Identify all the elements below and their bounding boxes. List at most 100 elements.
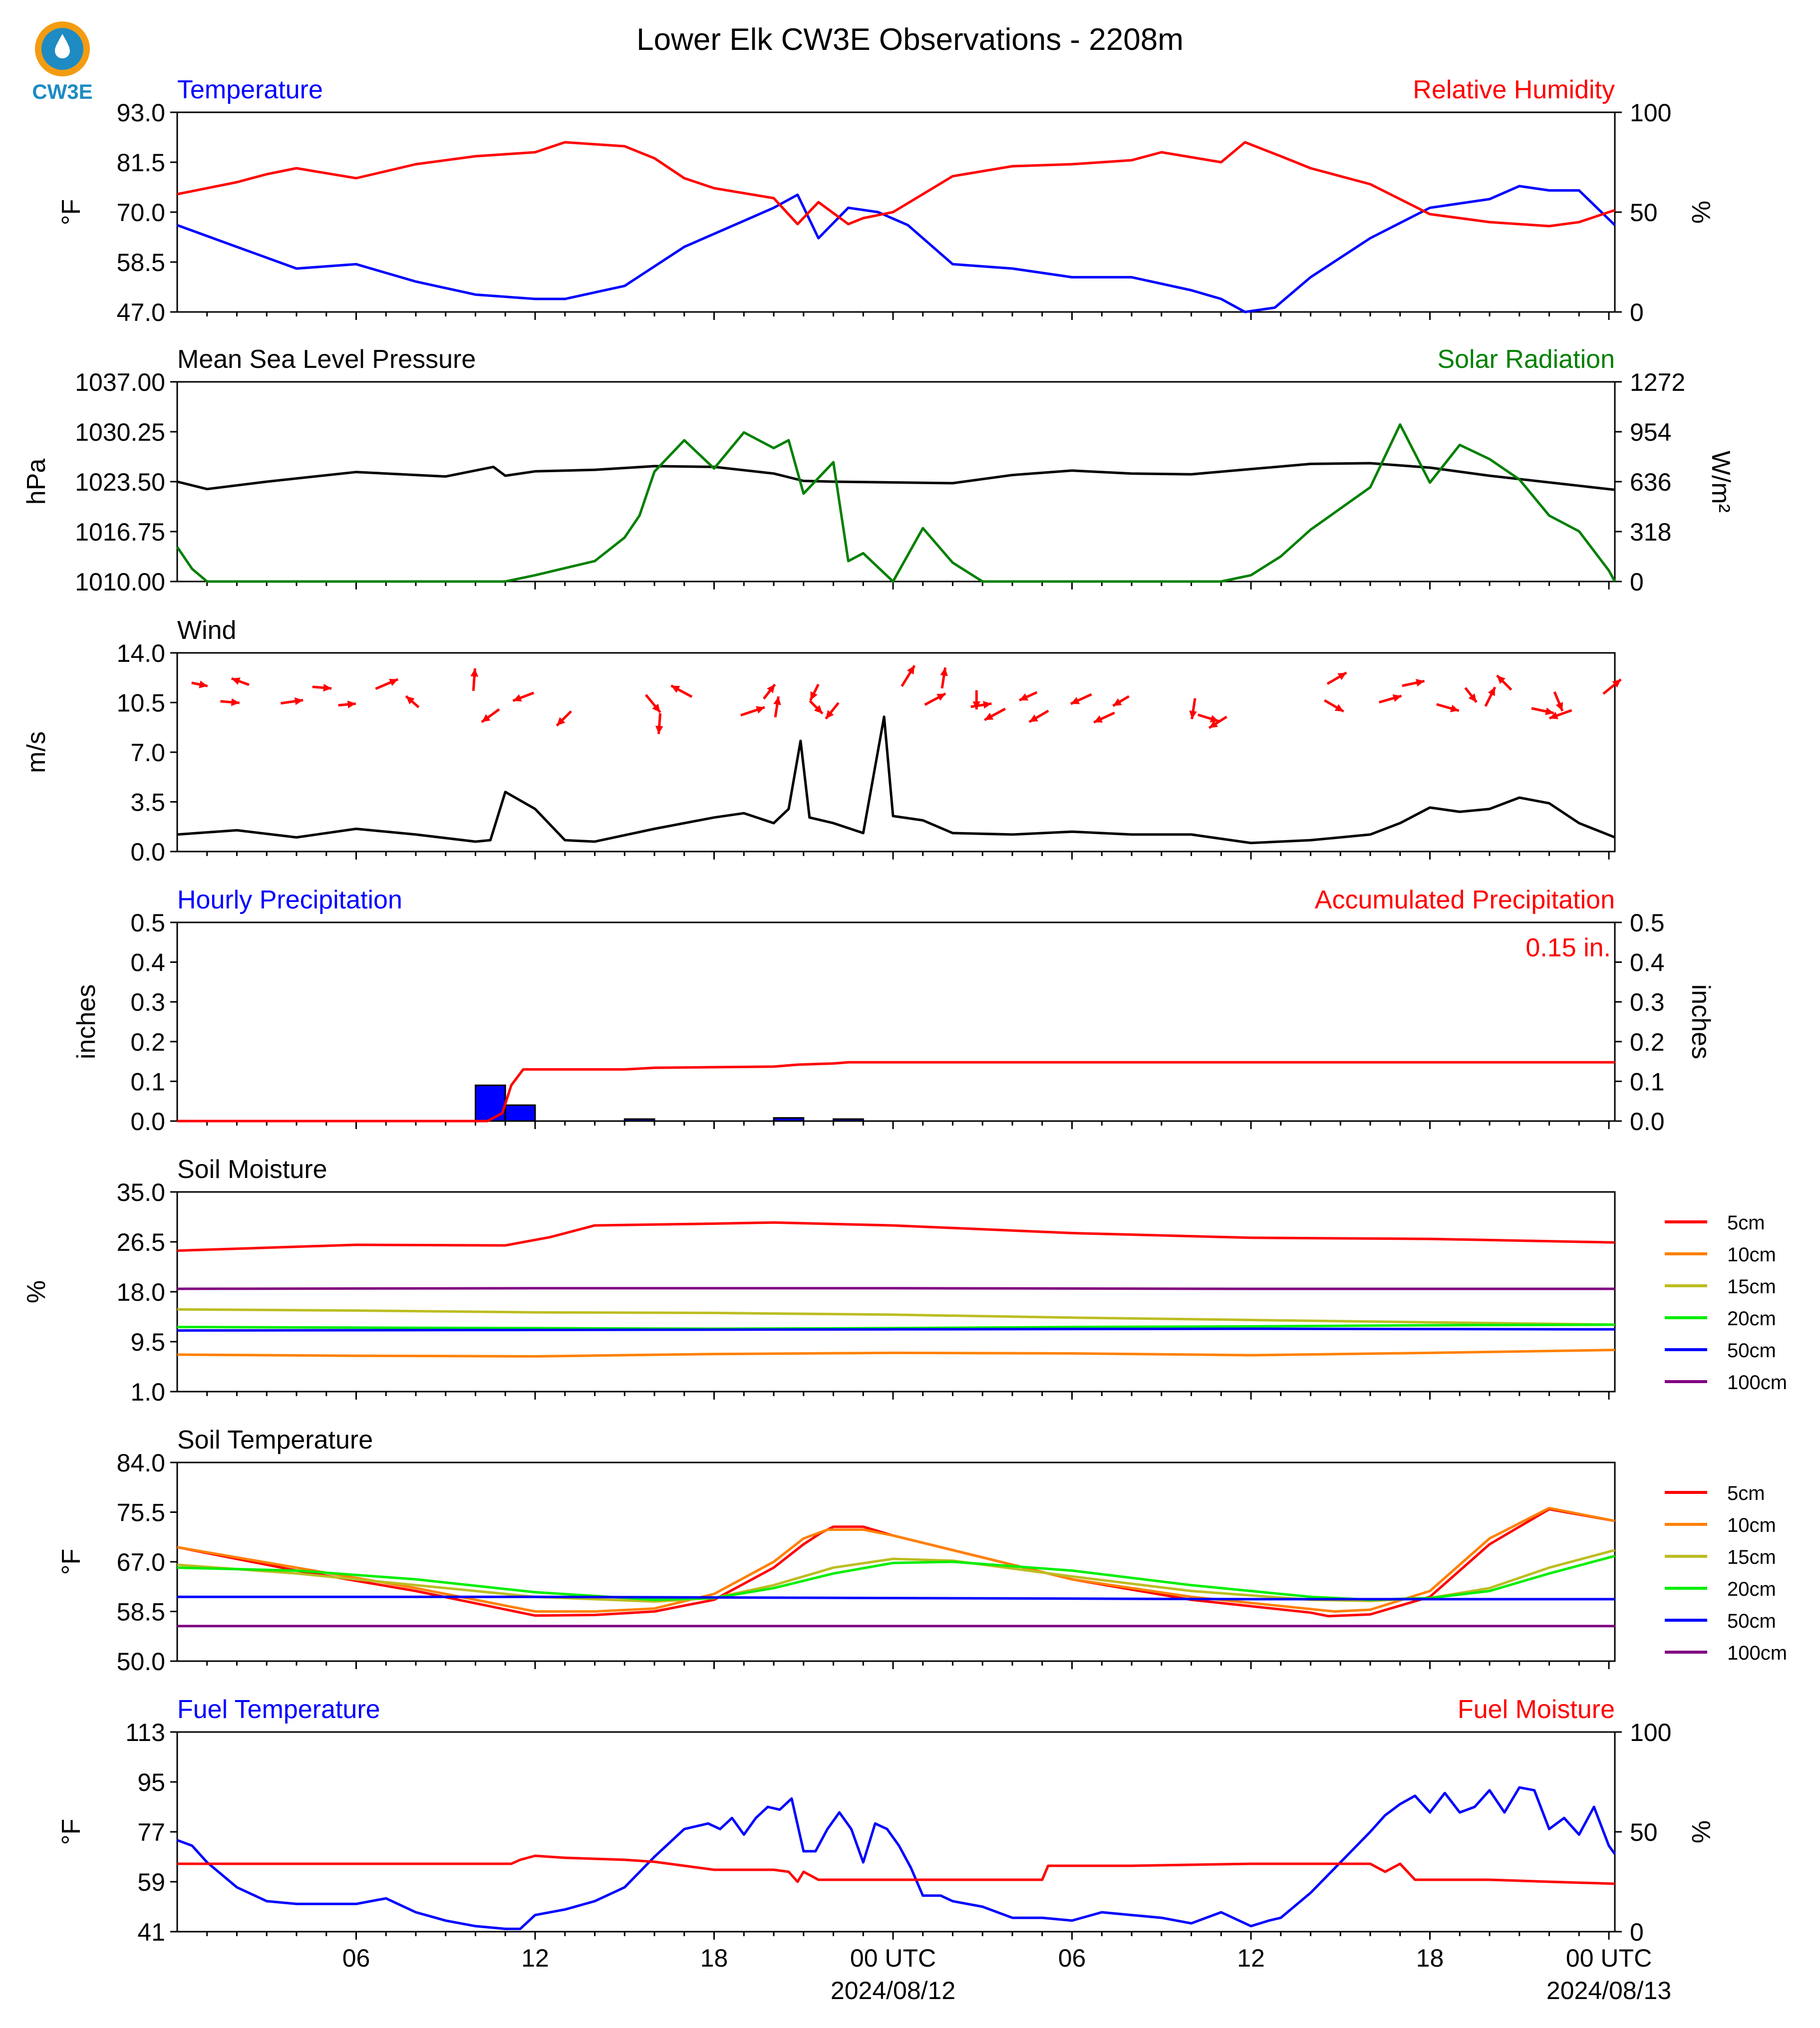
legend-label-20cm: 20cm (1727, 1308, 1776, 1330)
y-tick-label: 0.0 (130, 1108, 165, 1136)
x-tick-label: 12 (1237, 1944, 1265, 1972)
y-tick-label: 93.0 (117, 99, 165, 127)
panel-left-title: Wind (177, 616, 236, 645)
panel-7: Fuel Temperature Fuel Moisture 41 59 77 95 113… (57, 1695, 1715, 1946)
y-tick-label: 1037.00 (75, 368, 165, 396)
wind-arrow-head-30 (1071, 697, 1080, 704)
series-line-20cm (177, 1554, 1615, 1601)
wind-arrow-head-17 (767, 684, 775, 693)
y2-tick-label: 50 (1630, 199, 1658, 227)
y-axis-label: °F (57, 199, 86, 226)
wind-arrow-head-21 (826, 710, 834, 719)
y-tick-label: 1023.50 (75, 468, 165, 496)
y2-tick-label: 50 (1630, 1818, 1658, 1846)
y-tick-label: 1030.25 (75, 418, 165, 446)
wind-arrow-head-20 (810, 691, 818, 700)
wind-arrow-head-1 (199, 680, 208, 688)
panel-6: Soil Temperature 50.0 58.5 67.0 75.5 84.0 °F 5c… (57, 1426, 1787, 1676)
legend-label-50cm: 50cm (1727, 1610, 1776, 1632)
y2-axis-label: % (1686, 201, 1715, 224)
x-tick-label: 00 UTC (1566, 1944, 1652, 1972)
series-line-50cm (177, 1327, 1615, 1332)
y-axis-label: hPa (22, 459, 51, 505)
series-line-15cm (177, 1549, 1615, 1603)
legend-label-50cm: 50cm (1727, 1340, 1776, 1362)
y-axis-label: inches (72, 984, 101, 1059)
legend-label-100cm: 100cm (1727, 1642, 1787, 1664)
y-tick-label: 0.3 (130, 988, 165, 1016)
y-tick-label: 81.5 (117, 149, 165, 177)
wind-arrow-head-8 (406, 696, 415, 705)
panel-2: Mean Sea Level Pressure Solar Radiation 10… (22, 345, 1735, 596)
y-tick-label: 0.0 (130, 838, 165, 866)
y-tick-label: 58.5 (117, 249, 165, 277)
y2-tick-label: 0 (1630, 568, 1644, 596)
y2-tick-label: 636 (1630, 468, 1671, 496)
wind-arrow-head-19 (814, 705, 823, 714)
x-date-label: 2024/08/13 (1546, 1977, 1671, 2005)
wind-arrow-head-4 (295, 697, 303, 705)
legend-label-5cm: 5cm (1727, 1212, 1765, 1234)
y2-tick-label: 954 (1630, 418, 1671, 446)
series-line-wind (177, 715, 1615, 845)
plot-frame (176, 111, 1616, 313)
panel-left-title: Soil Moisture (177, 1155, 327, 1184)
wind-arrow-head-32 (1113, 698, 1122, 706)
wind-arrow-head-46 (1549, 712, 1558, 719)
series-line-temperature (177, 185, 1616, 313)
y2-tick-label: 0.1 (1630, 1068, 1665, 1096)
y-tick-label: 84.0 (117, 1449, 165, 1477)
wind-arrow-head-10 (481, 714, 491, 722)
y-tick-label: 0.4 (130, 949, 165, 977)
series-line-5cm (177, 1508, 1615, 1618)
series-line-fuel-temperature (177, 1786, 1616, 1930)
logo-drop-icon (55, 34, 70, 58)
y-tick-label: 77 (137, 1818, 165, 1846)
y-tick-label: 10.5 (117, 689, 165, 717)
y-tick-label: 7.0 (130, 739, 165, 767)
wind-arrow-head-47 (1612, 679, 1621, 688)
y-tick-label: 35.0 (117, 1178, 165, 1206)
y2-axis-label: inches (1686, 984, 1715, 1059)
series-line-accumulated-precipitation (177, 1061, 1615, 1123)
y-tick-label: 0.5 (130, 909, 165, 937)
series-line-solar-radiation (176, 423, 1616, 583)
chart-title: Lower Elk CW3E Observations - 2208m (636, 22, 1184, 57)
series-line-100cm (177, 1287, 1615, 1290)
y-tick-label: 1010.00 (75, 568, 165, 596)
wind-arrow-head-36 (1334, 704, 1344, 712)
wind-arrow-head-13 (652, 703, 660, 713)
series-line-mean-sea-level-pressure (177, 462, 1615, 491)
series-line-50cm (177, 1595, 1615, 1601)
logo-text: CW3E (32, 80, 92, 103)
wind-arrow-head-43 (1497, 675, 1506, 684)
wind-arrow-head-41 (1468, 693, 1477, 702)
wind-arrow-head-39 (1416, 679, 1425, 687)
legend-label-15cm: 15cm (1727, 1546, 1776, 1568)
y-tick-label: 14.0 (117, 639, 165, 667)
y2-tick-label: 0.4 (1630, 949, 1665, 977)
panel-left-title: Mean Sea Level Pressure (177, 345, 476, 374)
y-tick-label: 18.0 (117, 1278, 165, 1306)
panel-left-title: Fuel Temperature (177, 1695, 380, 1724)
wind-arrow-head-5 (323, 684, 332, 692)
wind-arrow-head-31 (1094, 715, 1103, 723)
panel-1: Temperature Relative Humidity 47.0 58.5 70.0… (57, 75, 1715, 326)
wind-arrow-head-7 (389, 678, 398, 686)
y2-tick-label: 1272 (1630, 368, 1685, 396)
panel-4: Hourly Precipitation Accumulated Precipit… (72, 885, 1715, 1136)
cw3e-logo: CW3E (30, 15, 100, 105)
precip-bar-3 (623, 1118, 655, 1122)
x-tick-label: 12 (521, 1944, 549, 1972)
wind-arrow-head-45 (1555, 702, 1563, 711)
wind-arrow-head-27 (984, 712, 994, 720)
wind-arrow-head-23 (936, 693, 946, 701)
wind-arrow-head-12 (557, 717, 566, 726)
wind-arrow-head-14 (655, 725, 663, 734)
y2-tick-label: 100 (1630, 1719, 1671, 1746)
accumulated-total-label: 0.15 in. (1525, 933, 1611, 962)
y2-tick-label: 0.3 (1630, 988, 1665, 1016)
y-tick-label: 1.0 (130, 1378, 165, 1406)
y-tick-label: 67.0 (117, 1548, 165, 1576)
